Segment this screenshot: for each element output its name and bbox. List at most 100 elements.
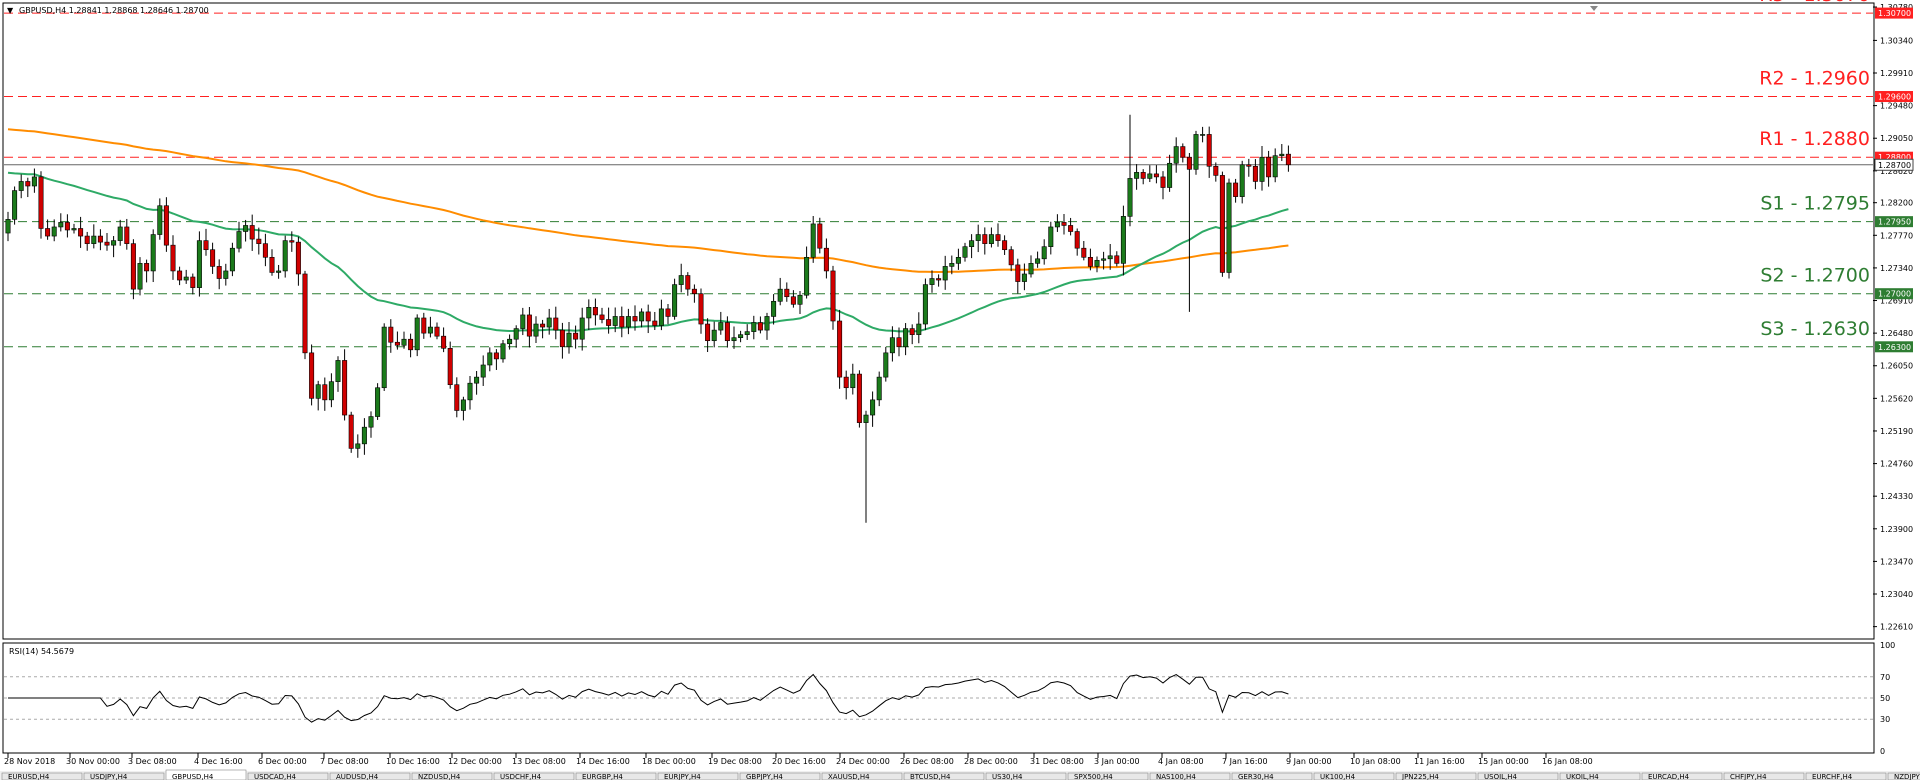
candle[interactable] — [137, 257, 143, 296]
candle[interactable] — [1127, 114, 1133, 227]
candle[interactable] — [1252, 159, 1258, 190]
candle[interactable] — [375, 383, 381, 420]
candle[interactable] — [903, 323, 909, 356]
candle[interactable] — [1285, 145, 1291, 172]
candle[interactable] — [104, 232, 110, 251]
candle[interactable] — [665, 304, 671, 325]
candle[interactable] — [817, 217, 823, 254]
candle[interactable] — [1180, 143, 1186, 163]
candle[interactable] — [678, 263, 684, 293]
candle[interactable] — [163, 197, 169, 252]
candle[interactable] — [606, 307, 612, 334]
candle[interactable] — [315, 380, 321, 411]
candle[interactable] — [84, 231, 90, 251]
candle[interactable] — [487, 347, 493, 372]
candle[interactable] — [51, 219, 57, 242]
candle[interactable] — [942, 255, 948, 290]
candle[interactable] — [790, 290, 796, 308]
symbol-tab[interactable]: JPN225,H4 — [1395, 772, 1477, 781]
candle[interactable] — [480, 355, 486, 386]
candle[interactable] — [97, 229, 103, 251]
symbol-tab[interactable]: EURCHF,H4 — [1805, 772, 1887, 781]
candle[interactable] — [91, 224, 97, 249]
candle[interactable] — [1219, 171, 1225, 277]
symbol-tab[interactable]: UK100,H4 — [1313, 772, 1395, 781]
candle[interactable] — [467, 376, 473, 410]
candle[interactable] — [177, 266, 183, 286]
candle[interactable] — [856, 370, 862, 428]
candle[interactable] — [837, 309, 843, 389]
candle[interactable] — [196, 231, 202, 297]
candle[interactable] — [546, 308, 552, 335]
candle[interactable] — [1002, 235, 1008, 255]
candle[interactable] — [672, 278, 678, 320]
candle[interactable] — [414, 314, 420, 357]
candle[interactable] — [949, 255, 955, 275]
candle[interactable] — [58, 213, 64, 232]
candle[interactable] — [1272, 148, 1278, 183]
candle[interactable] — [500, 339, 506, 363]
candle[interactable] — [111, 236, 117, 258]
candle[interactable] — [1173, 137, 1179, 173]
candle[interactable] — [117, 219, 123, 246]
candle[interactable] — [751, 315, 757, 340]
rsi-line[interactable] — [8, 673, 1289, 723]
candle[interactable] — [309, 344, 315, 406]
candle[interactable] — [12, 186, 18, 225]
candle[interactable] — [1048, 221, 1054, 255]
candle[interactable] — [38, 171, 44, 239]
candle[interactable] — [361, 418, 367, 455]
candle[interactable] — [969, 234, 975, 259]
candle[interactable] — [408, 333, 414, 358]
symbol-tab[interactable]: EURUSD,H4 — [1, 772, 83, 781]
candle[interactable] — [592, 298, 598, 326]
symbol-tab[interactable]: USOIL,H4 — [1477, 772, 1559, 781]
candle[interactable] — [1134, 164, 1140, 190]
candle[interactable] — [1279, 144, 1285, 162]
candle[interactable] — [210, 242, 216, 274]
candle[interactable] — [1226, 178, 1232, 279]
candle[interactable] — [1266, 150, 1272, 187]
candle[interactable] — [256, 227, 262, 255]
candle[interactable] — [78, 216, 84, 248]
candle[interactable] — [1120, 205, 1126, 276]
candle[interactable] — [883, 346, 889, 382]
candle[interactable] — [1107, 244, 1113, 270]
candle[interactable] — [1239, 160, 1245, 204]
candle[interactable] — [685, 272, 691, 296]
symbol-tab[interactable]: USDJPY,H4 — [83, 772, 165, 781]
candle[interactable] — [962, 242, 968, 262]
candle[interactable] — [1114, 251, 1120, 267]
candle[interactable] — [909, 324, 915, 345]
candle[interactable] — [262, 233, 268, 267]
candle[interactable] — [777, 277, 783, 306]
symbol-tab[interactable]: AUDUSD,H4 — [329, 772, 411, 781]
candle[interactable] — [843, 370, 849, 400]
candle[interactable] — [1259, 146, 1265, 191]
candle[interactable] — [1193, 130, 1199, 175]
candle[interactable] — [1101, 251, 1107, 270]
candle[interactable] — [1081, 240, 1087, 261]
candle[interactable] — [269, 249, 275, 276]
candle[interactable] — [447, 341, 453, 389]
candle[interactable] — [328, 373, 334, 408]
candle[interactable] — [25, 177, 31, 198]
candle[interactable] — [229, 242, 235, 277]
candle[interactable] — [1054, 214, 1060, 232]
candle[interactable] — [804, 246, 810, 299]
candle[interactable] — [276, 264, 282, 279]
candle[interactable] — [474, 371, 480, 395]
candle[interactable] — [434, 322, 440, 340]
candle[interactable] — [995, 223, 1001, 247]
candle[interactable] — [625, 308, 631, 335]
candle[interactable] — [394, 331, 400, 350]
candle[interactable] — [71, 223, 77, 234]
candle[interactable] — [295, 236, 301, 286]
candle[interactable] — [1213, 162, 1219, 182]
symbol-tab[interactable]: SPX500,H4 — [1067, 772, 1149, 781]
symbol-tab[interactable]: GBPJPY,H4 — [739, 772, 821, 781]
candle[interactable] — [1233, 178, 1239, 203]
candle[interactable] — [705, 318, 711, 353]
candle[interactable] — [507, 334, 513, 350]
candle[interactable] — [724, 316, 730, 348]
